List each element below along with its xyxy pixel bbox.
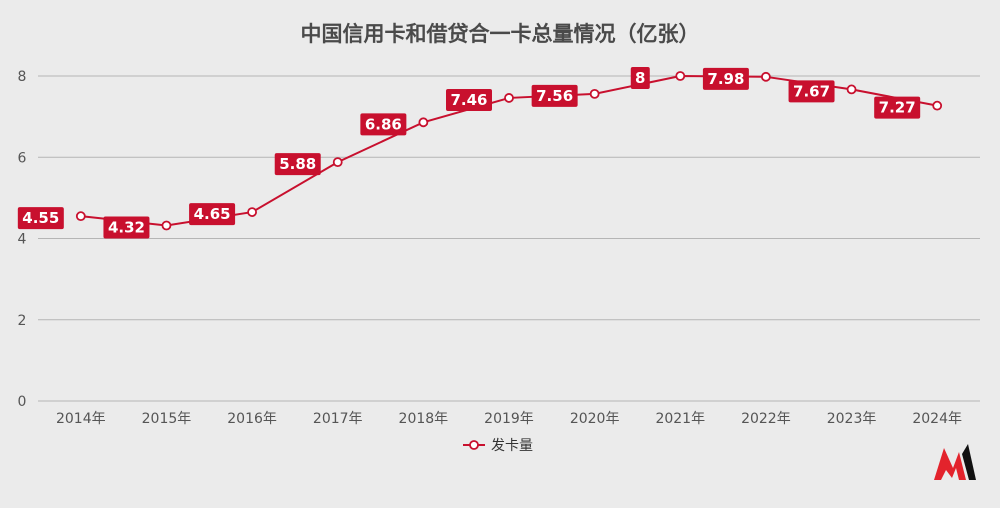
legend[interactable]: 发卡量 xyxy=(463,438,533,454)
data-label: 7.67 xyxy=(788,80,835,103)
data-label-text: 7.56 xyxy=(536,87,573,105)
x-tick-label: 2018年 xyxy=(399,411,449,427)
legend-label: 发卡量 xyxy=(491,438,533,454)
data-label: 6.86 xyxy=(360,113,407,136)
data-label-box xyxy=(274,153,321,176)
data-label-box xyxy=(788,80,835,103)
y-tick-label: 2 xyxy=(18,313,27,329)
data-point[interactable] xyxy=(589,88,600,99)
data-label: 8 xyxy=(630,67,650,89)
data-label-text: 7.27 xyxy=(879,99,916,117)
data-point[interactable] xyxy=(675,71,686,81)
data-label-box xyxy=(103,216,150,239)
data-label-text: 5.88 xyxy=(279,155,316,173)
x-axis: 2014年 2015年 2016年 2017年 2018年 2019年 2020年 2021年… xyxy=(56,411,962,427)
data-label-box xyxy=(446,88,492,111)
y-axis: 0 2 4 6 8 xyxy=(18,69,27,410)
y-tick-label: 0 xyxy=(18,394,27,410)
data-point[interactable] xyxy=(332,157,343,168)
data-point[interactable] xyxy=(161,220,172,231)
m-logo xyxy=(934,444,976,480)
data-label: 7.56 xyxy=(531,84,578,107)
data-point[interactable] xyxy=(761,71,771,82)
x-tick-label: 2021年 xyxy=(655,411,705,427)
data-label-text: 4.32 xyxy=(108,219,145,237)
grid xyxy=(38,75,980,402)
data-label: 4.32 xyxy=(103,216,150,239)
data-label: 4.55 xyxy=(17,207,64,230)
data-point[interactable] xyxy=(75,211,86,222)
data-label-text: 8 xyxy=(635,69,645,87)
data-point[interactable] xyxy=(247,207,257,217)
data-label-text: 7.67 xyxy=(793,82,830,100)
data-labels: 4.55 4.32 4.65 5.88 6.86 7.46 7.56 8 7.98 7.67 7.2… xyxy=(17,67,921,239)
data-label-text: 4.55 xyxy=(22,209,59,227)
data-label-text: 7.46 xyxy=(450,91,487,109)
x-tick-label: 2017年 xyxy=(313,411,363,427)
x-tick-label: 2019年 xyxy=(484,411,534,427)
x-tick-label: 2014年 xyxy=(56,411,106,427)
x-tick-label: 2024年 xyxy=(912,411,962,427)
x-tick-label: 2020年 xyxy=(570,411,620,427)
x-tick-label: 2022年 xyxy=(741,411,791,427)
data-label: 4.65 xyxy=(189,203,236,226)
legend-marker xyxy=(469,440,479,450)
x-tick-label: 2015年 xyxy=(142,411,192,427)
data-label-box xyxy=(874,96,921,119)
y-tick-label: 8 xyxy=(18,69,27,85)
data-label-box xyxy=(630,67,650,89)
data-label-box xyxy=(531,84,578,107)
data-label: 5.88 xyxy=(274,153,321,176)
data-label-text: 4.65 xyxy=(194,205,231,223)
data-point[interactable] xyxy=(504,93,514,103)
data-label: 7.98 xyxy=(702,67,749,90)
y-tick-label: 4 xyxy=(18,232,27,248)
x-tick-label: 2023年 xyxy=(827,411,877,427)
x-tick-label: 2016年 xyxy=(227,411,277,427)
y-tick-label: 6 xyxy=(18,150,27,166)
data-label-text: 6.86 xyxy=(365,115,402,133)
data-label: 7.46 xyxy=(446,88,492,111)
data-point[interactable] xyxy=(418,117,429,128)
data-label-text: 7.98 xyxy=(707,70,744,88)
data-point[interactable] xyxy=(932,100,943,111)
data-point[interactable] xyxy=(846,84,857,95)
data-label-box xyxy=(17,207,64,230)
chart-title: 中国信用卡和借贷合一卡总量情况（亿张） xyxy=(301,22,700,46)
data-label-box xyxy=(702,67,749,90)
data-label: 7.27 xyxy=(874,96,921,119)
data-label-box xyxy=(189,203,236,226)
data-label-box xyxy=(360,113,407,136)
